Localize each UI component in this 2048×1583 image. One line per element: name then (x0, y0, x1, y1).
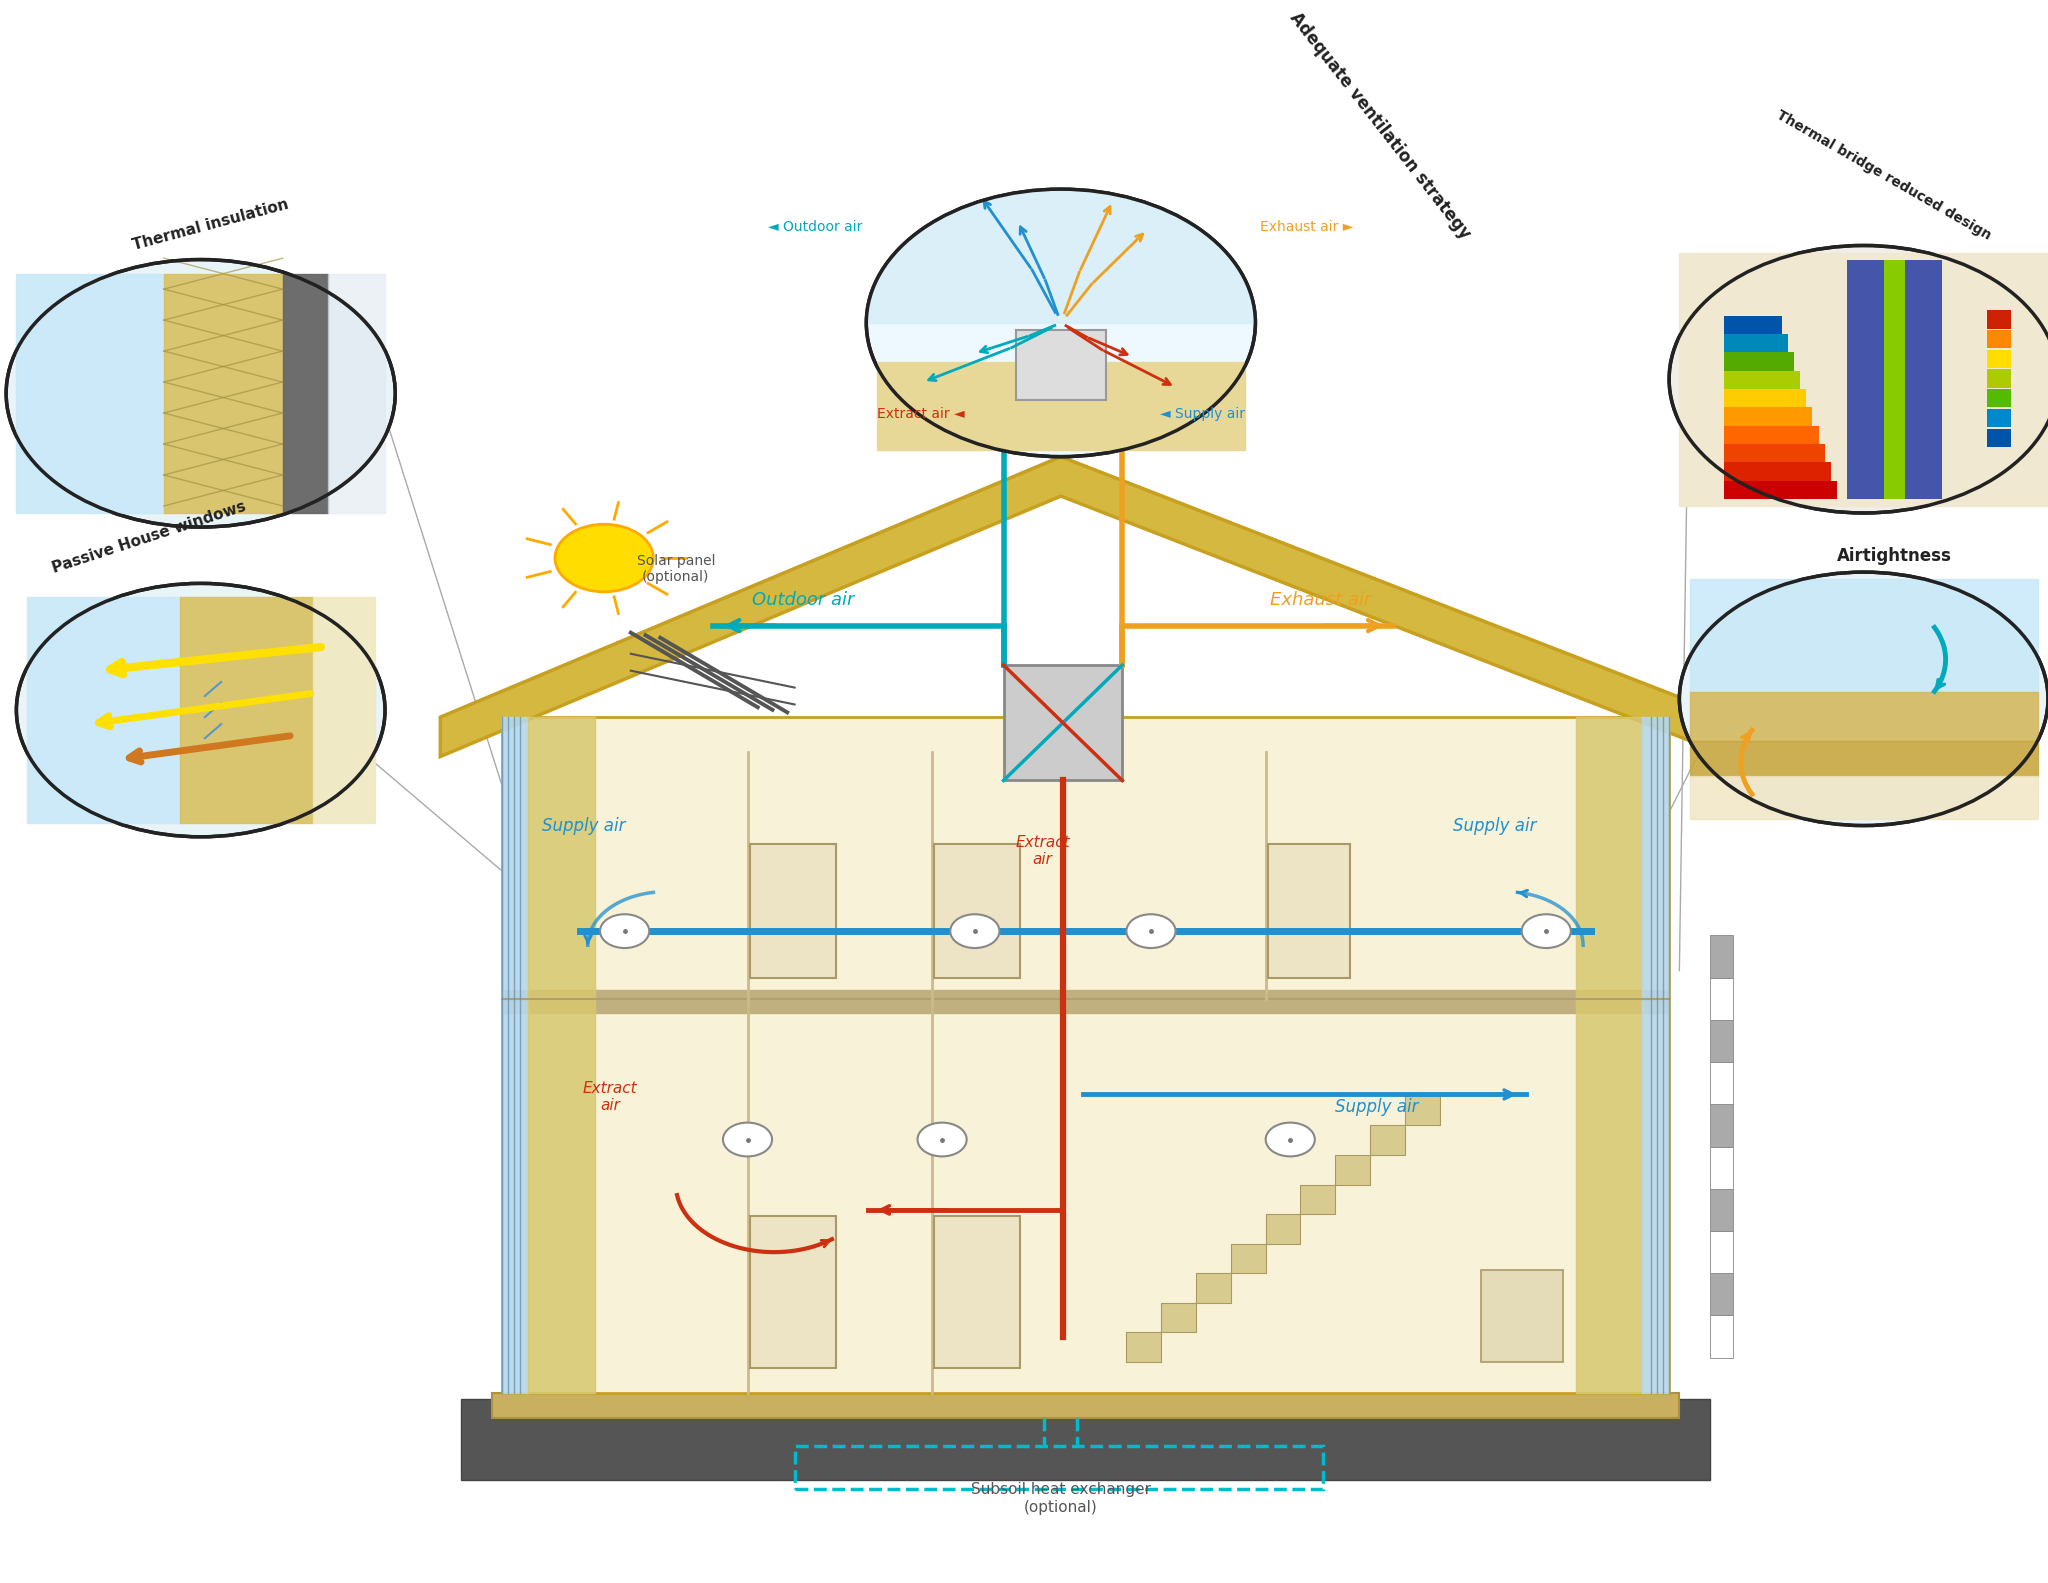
Circle shape (1679, 571, 2048, 826)
FancyBboxPatch shape (1987, 408, 2011, 427)
FancyBboxPatch shape (1481, 1271, 1563, 1361)
FancyBboxPatch shape (1724, 353, 1794, 370)
Circle shape (555, 524, 653, 592)
FancyBboxPatch shape (1724, 443, 1825, 462)
Text: Subsoil heat exchanger
(optional): Subsoil heat exchanger (optional) (971, 1482, 1151, 1515)
FancyBboxPatch shape (1710, 1146, 1733, 1189)
FancyBboxPatch shape (1724, 407, 1812, 426)
FancyBboxPatch shape (1710, 1019, 1733, 1062)
FancyBboxPatch shape (1987, 310, 2011, 329)
Text: Airtightness: Airtightness (1837, 548, 1952, 565)
FancyBboxPatch shape (1724, 317, 1782, 334)
FancyBboxPatch shape (1300, 1184, 1335, 1214)
FancyBboxPatch shape (492, 1393, 1679, 1418)
FancyBboxPatch shape (461, 1398, 1710, 1480)
Text: Exhaust air: Exhaust air (1270, 592, 1372, 609)
FancyBboxPatch shape (1710, 1105, 1733, 1146)
Circle shape (918, 1122, 967, 1157)
FancyBboxPatch shape (1370, 1126, 1405, 1156)
FancyBboxPatch shape (1847, 260, 1884, 499)
FancyBboxPatch shape (1266, 1214, 1300, 1244)
Text: Extract
air: Extract air (584, 1081, 637, 1113)
FancyBboxPatch shape (1710, 1273, 1733, 1315)
Circle shape (950, 915, 999, 948)
FancyBboxPatch shape (1335, 1156, 1370, 1184)
Circle shape (1126, 915, 1176, 948)
FancyBboxPatch shape (1905, 260, 1942, 499)
Text: Outdoor air: Outdoor air (752, 592, 854, 609)
FancyBboxPatch shape (1126, 1333, 1161, 1361)
Circle shape (866, 188, 1255, 456)
FancyBboxPatch shape (1710, 1232, 1733, 1273)
FancyBboxPatch shape (1724, 481, 1837, 499)
FancyBboxPatch shape (750, 844, 836, 978)
Text: Thermal insulation: Thermal insulation (131, 196, 291, 253)
FancyBboxPatch shape (934, 1216, 1020, 1368)
Text: ◄ Outdoor air: ◄ Outdoor air (768, 220, 862, 234)
Text: Solar panel
(optional): Solar panel (optional) (637, 554, 715, 584)
Circle shape (723, 1122, 772, 1157)
Text: Supply air: Supply air (543, 817, 625, 834)
Circle shape (1266, 1122, 1315, 1157)
FancyBboxPatch shape (934, 844, 1020, 978)
FancyBboxPatch shape (1987, 389, 2011, 407)
Circle shape (1522, 915, 1571, 948)
FancyBboxPatch shape (1724, 370, 1800, 389)
FancyBboxPatch shape (1231, 1244, 1266, 1273)
Text: Adequate ventilation strategy: Adequate ventilation strategy (1286, 9, 1475, 242)
FancyBboxPatch shape (1724, 334, 1788, 353)
FancyBboxPatch shape (1724, 426, 1819, 443)
FancyBboxPatch shape (1710, 1062, 1733, 1105)
FancyBboxPatch shape (1724, 389, 1806, 407)
Text: Extract air ◄: Extract air ◄ (877, 407, 965, 421)
FancyBboxPatch shape (1405, 1095, 1440, 1126)
Circle shape (6, 260, 395, 527)
Text: Exhaust air ►: Exhaust air ► (1260, 220, 1354, 234)
FancyBboxPatch shape (1884, 260, 1905, 499)
FancyBboxPatch shape (1710, 1315, 1733, 1358)
Text: Supply air: Supply air (1335, 1099, 1417, 1116)
FancyBboxPatch shape (1724, 462, 1831, 481)
FancyBboxPatch shape (1004, 665, 1122, 780)
FancyBboxPatch shape (1987, 369, 2011, 388)
Text: Passive House windows: Passive House windows (51, 499, 248, 576)
Circle shape (16, 584, 385, 837)
FancyBboxPatch shape (1268, 844, 1350, 978)
Circle shape (1669, 245, 2048, 513)
FancyBboxPatch shape (1987, 329, 2011, 348)
FancyBboxPatch shape (750, 1216, 836, 1368)
FancyBboxPatch shape (1710, 936, 1733, 978)
Text: ◄ Supply air: ◄ Supply air (1159, 407, 1245, 421)
Circle shape (600, 915, 649, 948)
FancyBboxPatch shape (502, 717, 1669, 1393)
Text: Thermal bridge reduced design: Thermal bridge reduced design (1774, 108, 1995, 242)
FancyBboxPatch shape (1016, 329, 1106, 400)
FancyBboxPatch shape (1987, 350, 2011, 367)
FancyBboxPatch shape (1196, 1273, 1231, 1303)
FancyBboxPatch shape (1161, 1303, 1196, 1333)
FancyBboxPatch shape (1710, 1189, 1733, 1232)
Text: Extract
air: Extract air (1016, 834, 1069, 867)
Text: Supply air: Supply air (1454, 817, 1536, 834)
FancyBboxPatch shape (1987, 429, 2011, 446)
FancyBboxPatch shape (1710, 978, 1733, 1019)
Polygon shape (440, 456, 1731, 757)
